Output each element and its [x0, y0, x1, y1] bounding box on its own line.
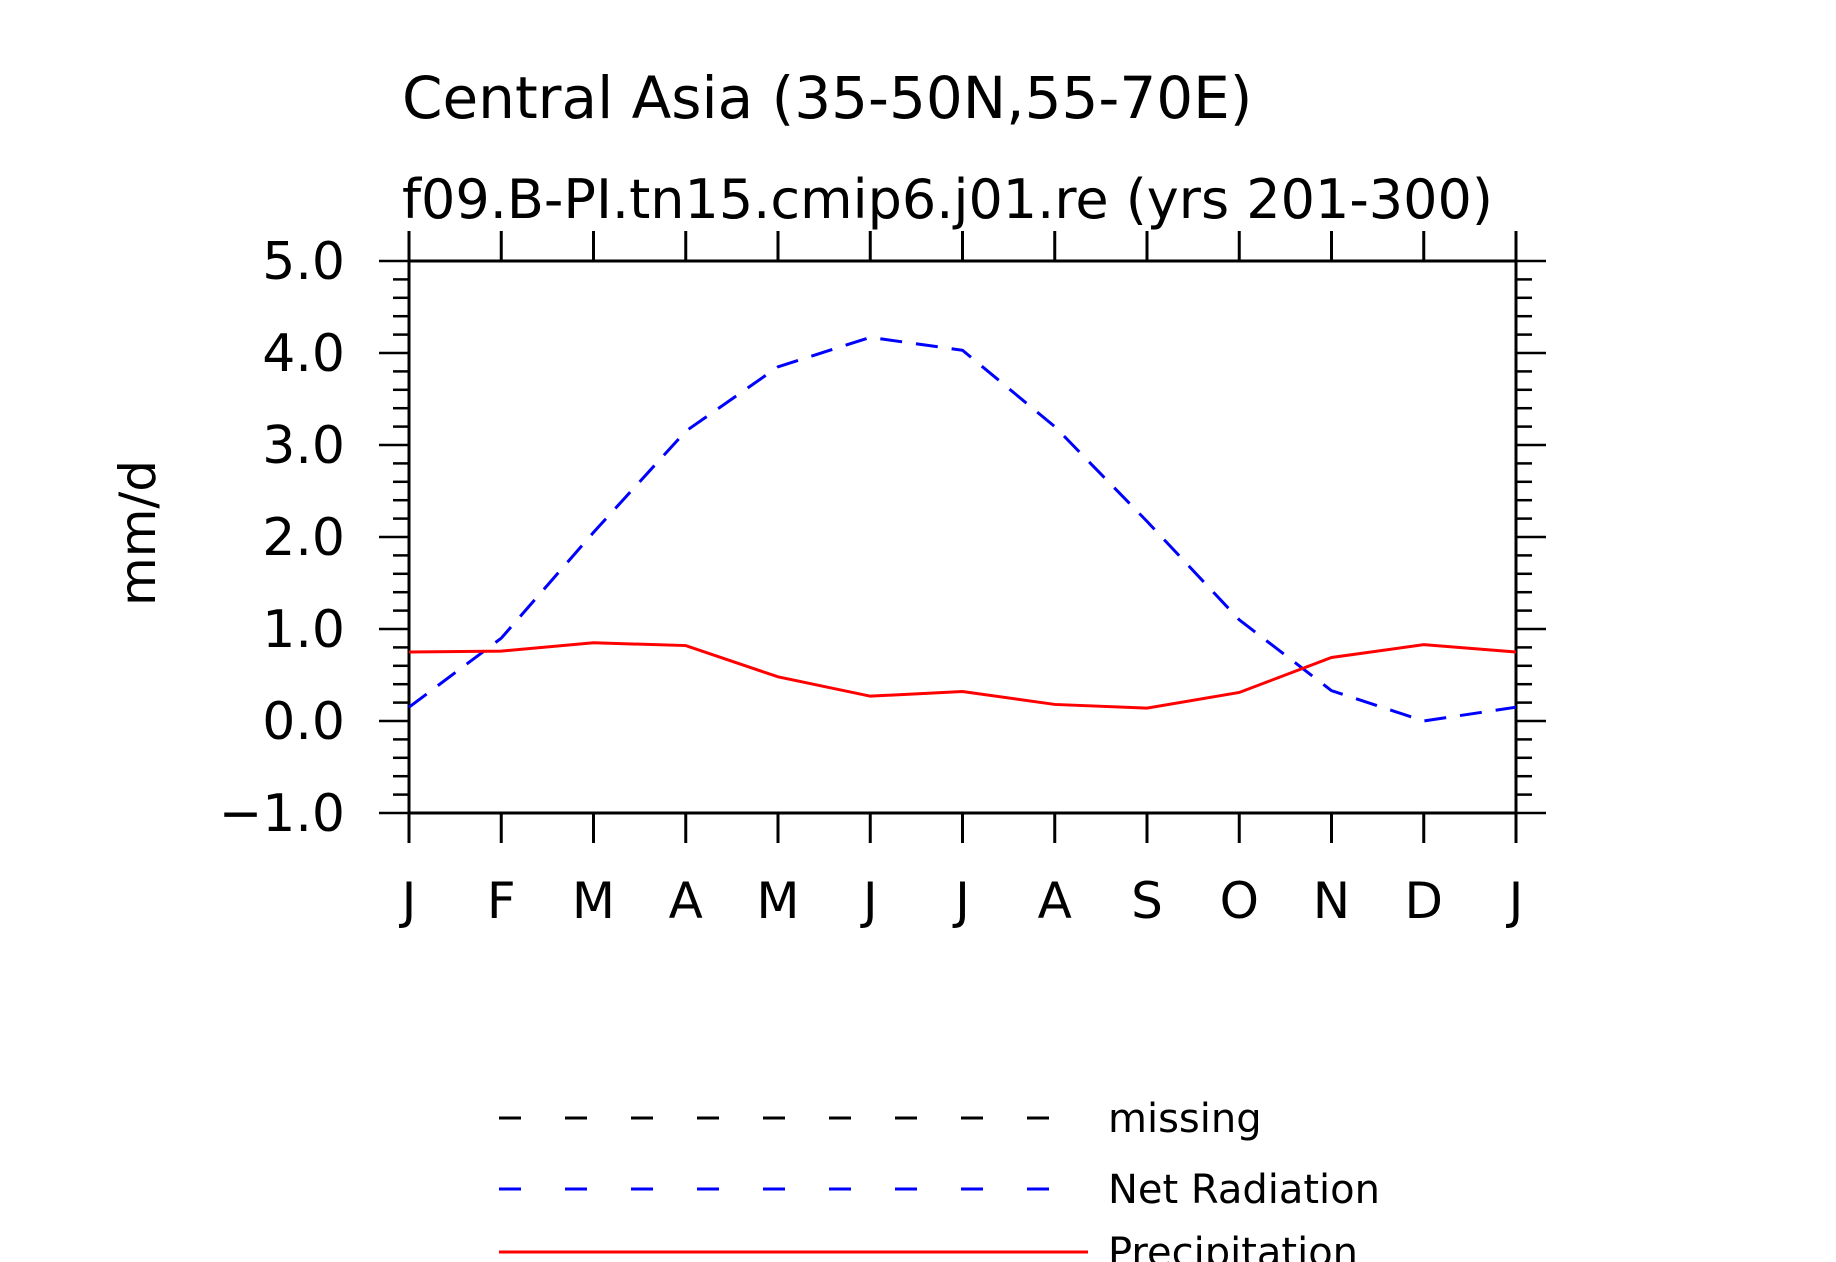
legend-label-net-radiation: Net Radiation	[1108, 1167, 1380, 1213]
x-tick-label: N	[1313, 872, 1350, 930]
x-tick-label: J	[860, 872, 878, 930]
y-tick-label: 4.0	[262, 324, 345, 384]
y-tick-label: 2.0	[262, 508, 345, 568]
x-tick-label: A	[1038, 872, 1072, 930]
x-tick-label: S	[1131, 872, 1163, 930]
x-tick-label: A	[669, 872, 703, 930]
x-tick-label: D	[1404, 872, 1443, 930]
y-axis-label: mm/d	[109, 460, 167, 606]
x-tick-label: M	[756, 872, 799, 930]
x-tick-label: M	[572, 872, 615, 930]
legend-label-precipitation: Precipitation	[1108, 1230, 1358, 1262]
x-tick-label: J	[399, 872, 417, 930]
series-line-precipitation	[408, 641, 1517, 710]
y-tick-label: 3.0	[262, 416, 345, 476]
x-tick-label: J	[1506, 872, 1524, 930]
x-tick-label: O	[1220, 872, 1259, 930]
chart-subtitle: f09.B-PI.tn15.cmip6.j01.re (yrs 201-300)	[402, 168, 1493, 231]
x-tick-label: J	[952, 872, 970, 930]
y-tick-label: −1.0	[219, 784, 345, 844]
y-tick-label: 1.0	[262, 600, 345, 660]
series-line-net-radiation	[408, 335, 1517, 723]
y-tick-label: 5.0	[262, 232, 345, 292]
x-tick-label: F	[487, 872, 516, 930]
plot-area: J F M A M J J A S O N D J5.04.03.02.01.00.0−1.0	[219, 231, 1546, 930]
legend: missing Net Radiation Precipitation	[499, 1096, 1380, 1262]
chart-title: Central Asia (35-50N,55-70E)	[402, 64, 1252, 132]
legend-label-missing: missing	[1108, 1096, 1262, 1142]
plot-frame	[407, 259, 1518, 815]
y-tick-label: 0.0	[262, 692, 345, 752]
